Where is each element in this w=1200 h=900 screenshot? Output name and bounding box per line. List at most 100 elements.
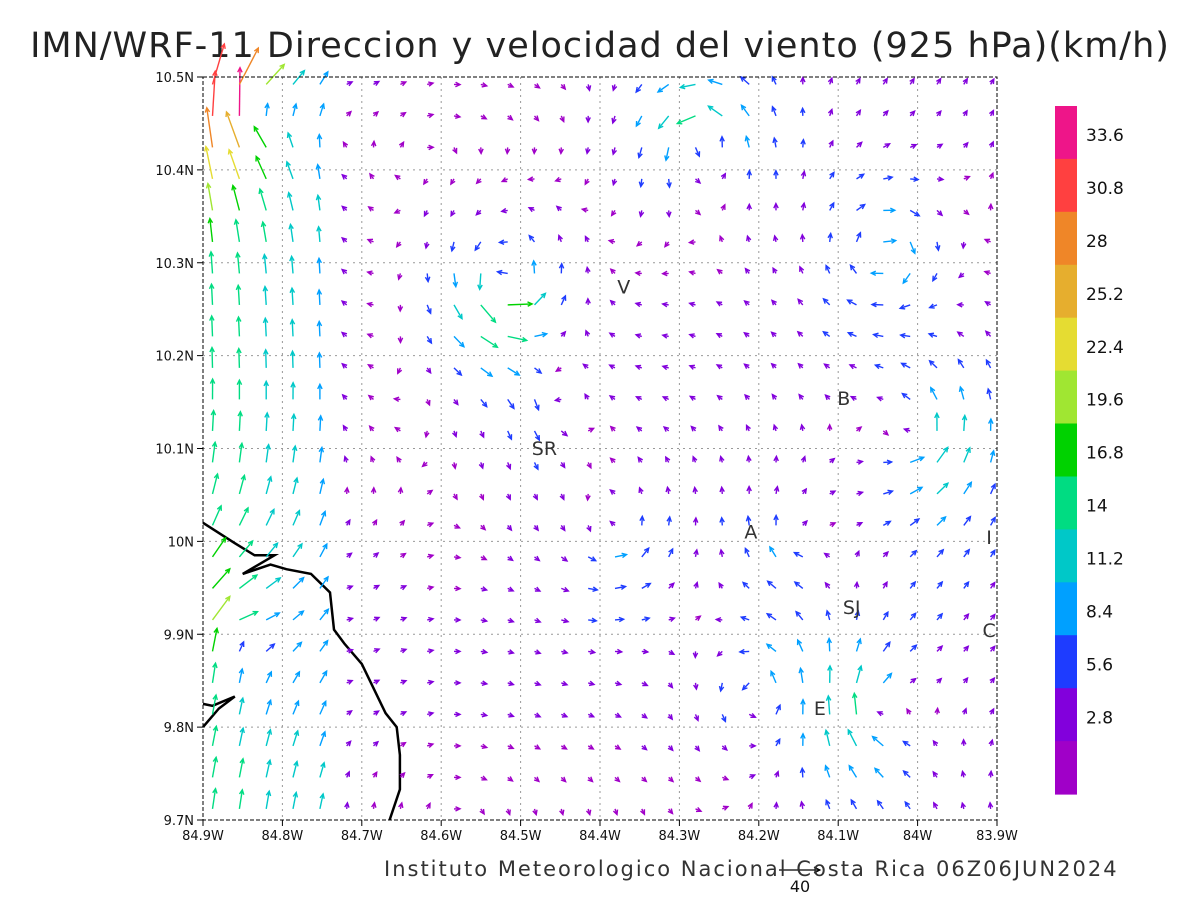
wind-vector <box>289 286 296 305</box>
wind-vector <box>427 679 435 686</box>
wind-vector <box>826 423 833 431</box>
wind-vector <box>344 770 350 778</box>
wind-vector <box>641 582 652 590</box>
wind-vector <box>211 626 219 652</box>
wind-vector <box>555 205 562 212</box>
wind-vector <box>235 251 241 274</box>
wind-vector <box>534 331 549 338</box>
wind-vector <box>800 698 806 715</box>
wind-vector <box>668 649 676 655</box>
wind-vector <box>557 233 563 243</box>
wind-vector <box>963 612 970 621</box>
wind-vector <box>497 239 508 245</box>
wind-vector <box>265 670 273 684</box>
wind-vector <box>344 486 350 494</box>
wind-vector <box>477 273 483 291</box>
wind-vector <box>744 547 750 558</box>
footer-credit: Instituto Meteorologico Nacional Costa R… <box>384 857 1119 881</box>
wind-vector <box>825 609 831 621</box>
wind-vector <box>534 367 543 374</box>
wind-vector <box>641 616 651 622</box>
wind-vector <box>749 743 757 749</box>
wind-vector <box>400 741 407 748</box>
x-tick-label: 84.7W <box>341 829 383 844</box>
wind-vector <box>963 580 970 589</box>
wind-vector <box>956 331 965 337</box>
wind-vector <box>692 455 698 463</box>
wind-vector <box>614 584 628 590</box>
wind-vector <box>393 208 401 214</box>
wind-vector <box>238 757 245 778</box>
wind-vector <box>801 487 808 495</box>
wind-vector <box>209 377 216 400</box>
wind-vector <box>827 107 834 117</box>
wind-vector <box>614 616 626 623</box>
wind-vector <box>534 712 542 718</box>
x-tick-label: 84.1W <box>817 829 859 844</box>
wind-vector <box>656 83 670 93</box>
wind-vector <box>531 259 537 274</box>
wind-vector <box>936 446 949 463</box>
wind-vector <box>719 455 725 463</box>
wind-vector <box>963 515 972 526</box>
wind-vector <box>480 648 489 655</box>
wind-vector <box>507 114 514 121</box>
wind-vector <box>849 264 858 274</box>
wind-vector <box>748 774 757 780</box>
wind-vector <box>932 770 939 778</box>
wind-vector <box>668 547 674 558</box>
wind-vector <box>264 102 270 116</box>
wind-vector <box>933 801 939 810</box>
reference-arrow-head <box>813 866 822 874</box>
wind-vector <box>533 430 541 442</box>
wind-vector <box>748 712 757 718</box>
wind-vector <box>533 115 540 122</box>
wind-vector <box>614 648 624 655</box>
wind-vector <box>265 508 275 526</box>
wind-vector <box>506 524 513 532</box>
wind-vector <box>526 176 535 182</box>
wind-vector <box>319 608 330 621</box>
wind-vector <box>558 147 565 156</box>
wind-vector <box>292 69 306 85</box>
wind-vector <box>427 585 435 591</box>
wind-vector <box>910 176 920 183</box>
wind-vector <box>260 220 267 243</box>
wind-vector <box>987 769 994 778</box>
wind-vector <box>265 577 282 589</box>
wind-vector <box>876 711 884 717</box>
wind-vector <box>882 77 888 85</box>
wind-vector <box>507 744 515 750</box>
wind-vector <box>829 490 837 496</box>
wind-vector <box>609 299 616 306</box>
wind-vector <box>238 506 249 526</box>
wind-vector <box>902 272 911 285</box>
wind-vector <box>743 299 750 306</box>
wind-vector <box>641 776 648 783</box>
wind-vector <box>453 523 461 529</box>
wind-vector <box>342 140 349 148</box>
wind-vector <box>928 303 938 309</box>
wind-vector <box>664 241 670 248</box>
colorbar-segment <box>1055 582 1077 636</box>
wind-vector <box>772 136 778 148</box>
wind-vector <box>695 209 702 216</box>
wind-vector <box>588 617 598 624</box>
x-tick-label: 84.8W <box>261 829 303 844</box>
wind-vector <box>235 283 242 305</box>
wind-vector <box>608 332 616 338</box>
wind-vector <box>292 610 305 621</box>
wind-vector <box>614 776 621 783</box>
wind-vector <box>906 707 912 715</box>
wind-vector <box>846 331 857 338</box>
wind-vector <box>238 640 245 652</box>
wind-vector <box>370 139 377 148</box>
wind-vector <box>292 729 300 747</box>
wind-vector <box>532 808 538 817</box>
colorbar-segment <box>1055 688 1077 742</box>
wind-vector <box>771 393 778 400</box>
wind-vector <box>744 267 751 274</box>
wind-vector <box>936 77 942 85</box>
wind-vector <box>719 485 725 494</box>
wind-vector <box>453 113 462 119</box>
